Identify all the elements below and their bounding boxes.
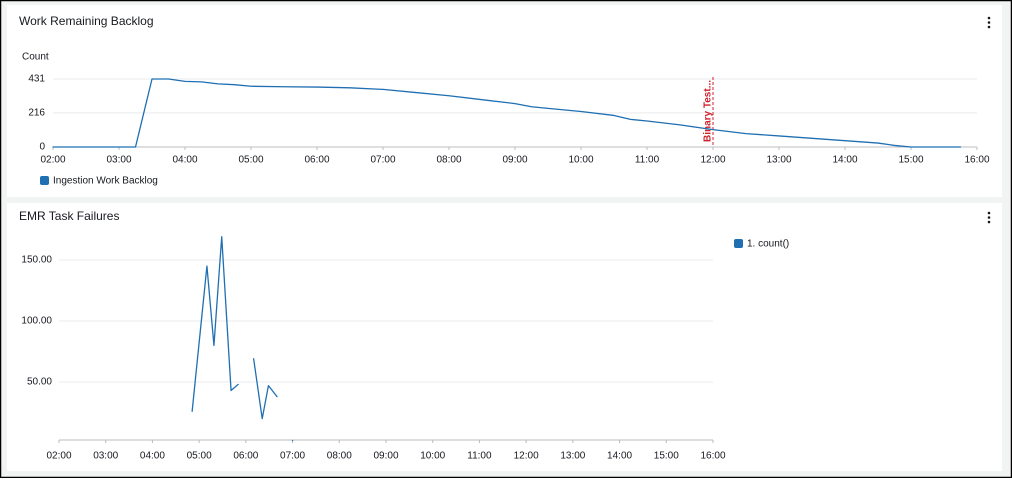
legend-label: 1. count()	[747, 239, 789, 250]
x-tick-label: 12:00	[514, 451, 539, 462]
chart-title: EMR Task Failures	[19, 209, 119, 223]
y-tick-label: 431	[28, 74, 45, 85]
panel-menu[interactable]	[987, 211, 991, 224]
x-tick-label: 09:00	[373, 451, 398, 462]
x-tick-label: 05:00	[238, 155, 263, 166]
x-tick-label: 05:00	[187, 451, 212, 462]
x-tick-label: 16:00	[964, 155, 989, 166]
x-tick-label: 15:00	[654, 451, 679, 462]
panel-menu[interactable]	[987, 16, 991, 29]
y-tick-label: 50.00	[27, 377, 52, 388]
y-tick-label: 150.00	[21, 255, 52, 266]
x-tick-label: 12:00	[700, 155, 725, 166]
x-tick-label: 04:00	[140, 451, 165, 462]
data-line	[52, 78, 962, 148]
y-tick-label: 216	[28, 108, 45, 119]
x-tick-label: 10:00	[420, 451, 445, 462]
x-tick-label: 06:00	[233, 451, 258, 462]
x-tick-label: 13:00	[766, 155, 791, 166]
x-tick-label: 15:00	[898, 155, 923, 166]
x-tick-label: 07:00	[370, 155, 395, 166]
x-tick-label: 14:00	[832, 155, 857, 166]
x-tick-label: 10:00	[568, 155, 593, 166]
annotation-label: Binary Test...	[703, 80, 714, 142]
y-tick-label: 100.00	[21, 316, 52, 327]
x-tick-label: 02:00	[46, 451, 71, 462]
x-tick-label: 11:00	[635, 155, 660, 166]
y-tick-label: 0	[39, 142, 45, 153]
x-tick-label: 13:00	[560, 451, 585, 462]
y-axis-label: Count	[22, 52, 49, 63]
chart-title: Work Remaining Backlog	[19, 14, 154, 28]
x-tick-label: 04:00	[172, 155, 197, 166]
x-tick-label: 08:00	[436, 155, 461, 166]
panel	[7, 203, 1002, 471]
data-line	[191, 236, 294, 442]
x-tick-label: 16:00	[700, 451, 725, 462]
x-tick-label: 07:00	[280, 451, 305, 462]
x-tick-label: 09:00	[502, 155, 527, 166]
x-tick-label: 06:00	[304, 155, 329, 166]
x-tick-label: 11:00	[467, 451, 492, 462]
x-tick-label: 03:00	[93, 451, 118, 462]
legend-swatch	[734, 239, 743, 248]
legend-label: Ingestion Work Backlog	[53, 176, 158, 187]
x-tick-label: 02:00	[40, 155, 65, 166]
x-tick-label: 14:00	[607, 451, 632, 462]
legend-swatch	[40, 176, 49, 185]
x-tick-label: 03:00	[106, 155, 131, 166]
panel	[7, 5, 1002, 197]
x-tick-label: 08:00	[327, 451, 352, 462]
